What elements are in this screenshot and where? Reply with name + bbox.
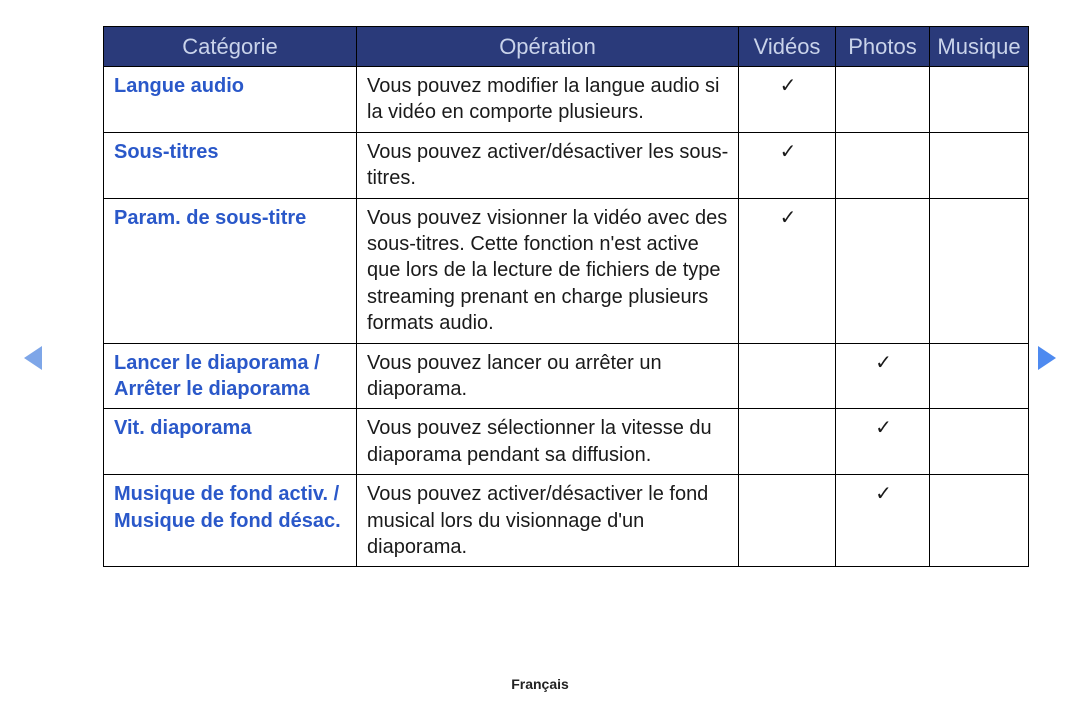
cell-photos (836, 132, 930, 198)
cell-music (930, 409, 1029, 475)
check-icon: ✓ (875, 353, 892, 373)
table-row: Langue audioVous pouvez modifier la lang… (104, 67, 1029, 133)
cell-videos: ✓ (739, 132, 836, 198)
cell-photos: ✓ (836, 475, 930, 567)
cell-operation: Vous pouvez lancer ou arrêter un diapora… (357, 343, 739, 409)
cell-operation: Vous pouvez visionner la vidéo avec des … (357, 198, 739, 343)
cell-photos (836, 198, 930, 343)
cell-category: Musique de fond activ. / Musique de fond… (104, 475, 357, 567)
col-header-photos: Photos (836, 27, 930, 67)
col-header-category: Catégorie (104, 27, 357, 67)
cell-photos: ✓ (836, 343, 930, 409)
cell-videos (739, 475, 836, 567)
cell-category: Langue audio (104, 67, 357, 133)
cell-videos (739, 343, 836, 409)
cell-music (930, 343, 1029, 409)
table-header-row: Catégorie Opération Vidéos Photos Musiqu… (104, 27, 1029, 67)
cell-photos: ✓ (836, 409, 930, 475)
table-body: Langue audioVous pouvez modifier la lang… (104, 67, 1029, 567)
table-row: Vit. diaporamaVous pouvez sélectionner l… (104, 409, 1029, 475)
col-header-videos: Vidéos (739, 27, 836, 67)
table-row: Lancer le diaporama / Arrêter le diapora… (104, 343, 1029, 409)
check-icon: ✓ (875, 418, 892, 438)
check-icon: ✓ (780, 76, 797, 96)
cell-operation: Vous pouvez sélectionner la vitesse du d… (357, 409, 739, 475)
cell-videos: ✓ (739, 198, 836, 343)
cell-category: Vit. diaporama (104, 409, 357, 475)
cell-operation: Vous pouvez modifier la langue audio si … (357, 67, 739, 133)
cell-music (930, 198, 1029, 343)
check-icon: ✓ (780, 142, 797, 162)
cell-operation: Vous pouvez activer/désactiver le fond m… (357, 475, 739, 567)
cell-operation: Vous pouvez activer/désactiver les sous-… (357, 132, 739, 198)
cell-category: Sous-titres (104, 132, 357, 198)
col-header-music: Musique (930, 27, 1029, 67)
cell-category: Lancer le diaporama / Arrêter le diapora… (104, 343, 357, 409)
page: Catégorie Opération Vidéos Photos Musiqu… (0, 0, 1080, 705)
cell-music (930, 132, 1029, 198)
cell-category: Param. de sous-titre (104, 198, 357, 343)
cell-music (930, 475, 1029, 567)
table-row: Sous-titresVous pouvez activer/désactive… (104, 132, 1029, 198)
footer-language: Français (0, 676, 1080, 692)
feature-table: Catégorie Opération Vidéos Photos Musiqu… (103, 26, 1029, 567)
cell-videos (739, 409, 836, 475)
check-icon: ✓ (875, 484, 892, 504)
nav-next-arrow-icon[interactable] (1038, 346, 1056, 370)
table-row: Param. de sous-titreVous pouvez visionne… (104, 198, 1029, 343)
cell-videos: ✓ (739, 67, 836, 133)
nav-prev-arrow-icon[interactable] (24, 346, 42, 370)
col-header-operation: Opération (357, 27, 739, 67)
check-icon: ✓ (780, 208, 797, 228)
cell-music (930, 67, 1029, 133)
table-row: Musique de fond activ. / Musique de fond… (104, 475, 1029, 567)
cell-photos (836, 67, 930, 133)
